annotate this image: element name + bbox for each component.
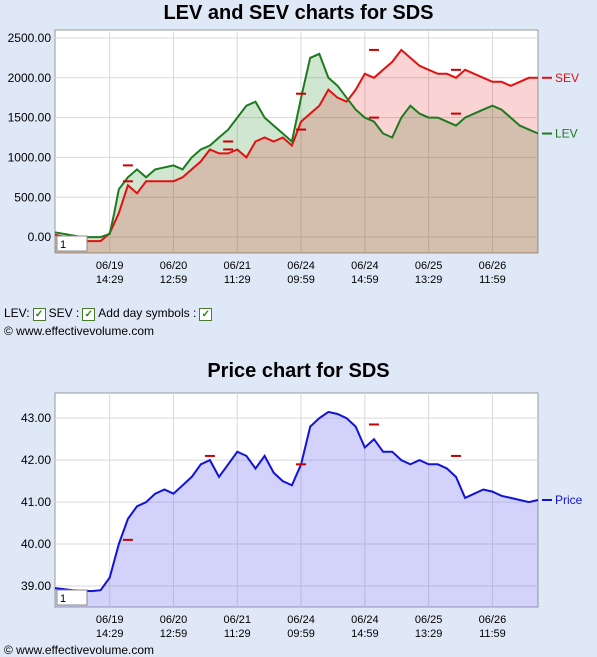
sev-checkbox[interactable]: ✓: [82, 307, 96, 321]
x-tick-date: 06/24: [287, 614, 315, 626]
x-tick-date: 06/20: [160, 614, 188, 626]
price-area: [55, 411, 538, 607]
x-tick-date: 06/21: [223, 614, 251, 626]
x-tick-time: 12:59: [160, 274, 188, 286]
x-tick-date: 06/24: [351, 614, 379, 626]
day-symbols-checkbox-label: Add day symbols :: [98, 306, 197, 320]
lev-line: [54, 52, 539, 239]
copyright-text-bottom: © www.effectivevolume.com: [4, 643, 155, 657]
range-input-box: [56, 589, 88, 606]
x-tick-time: 13:29: [415, 628, 443, 640]
y-tick-label: 41.00: [21, 495, 51, 509]
chart-controls: LEV: ✓ SEV : ✓ Add day symbols : ✓: [4, 306, 213, 321]
price-line: [54, 410, 539, 593]
x-tick-date: 06/25: [415, 614, 443, 626]
x-tick-time: 13:29: [415, 274, 443, 286]
lev-sev-chart: 2500.00 2000.00 1500.00 1000.00 500.00 0.00 06…: [8, 29, 579, 286]
sev-area: [55, 49, 538, 254]
y-tick-label: 1000.00: [8, 150, 52, 164]
x-tick-time: 09:59: [287, 628, 315, 640]
legend-label-lev: LEV: [555, 127, 578, 141]
y-tick-label: 40.00: [21, 537, 51, 551]
x-tick-time: 11:59: [479, 274, 506, 286]
x-tick-date: 06/21: [223, 260, 251, 272]
copyright-text: © www.effectivevolume.com: [4, 324, 155, 338]
lev-area: [55, 53, 538, 254]
y-tick-label: 39.00: [21, 579, 51, 593]
x-tick-time: 14:29: [96, 274, 124, 286]
lev-checkbox[interactable]: ✓: [32, 307, 46, 321]
x-tick-date: 06/26: [479, 614, 507, 626]
y-tick-label: 2500.00: [8, 31, 52, 45]
x-tick-time: 14:59: [351, 628, 379, 640]
legend-label-sev: SEV: [555, 71, 579, 85]
day-symbols-checkbox[interactable]: ✓: [199, 307, 213, 321]
x-tick-date: 06/24: [287, 260, 315, 272]
x-tick-time: 12:59: [160, 628, 188, 640]
x-tick-time: 14:59: [351, 274, 379, 286]
x-tick-date: 06/20: [160, 260, 188, 272]
legend-label-price: Price: [555, 493, 583, 507]
x-tick-date: 06/26: [479, 260, 507, 272]
range-input-value: 1: [60, 239, 66, 251]
x-tick-time: 11:29: [224, 274, 251, 286]
sev-checkbox-label: SEV :: [48, 306, 80, 320]
x-tick-time: 11:59: [479, 628, 506, 640]
x-tick-date: 06/25: [415, 260, 443, 272]
range-input-value: 1: [60, 593, 66, 605]
y-tick-label: 500.00: [14, 190, 51, 204]
lev-checkbox-label: LEV:: [4, 306, 30, 320]
y-tick-label: 43.00: [21, 411, 51, 425]
x-tick-date: 06/19: [96, 614, 124, 626]
y-tick-label: 1500.00: [8, 111, 52, 125]
x-tick-time: 14:29: [96, 628, 124, 640]
plot-area: [54, 29, 539, 254]
lev-sev-chart-title: LEV and SEV charts for SDS: [163, 2, 434, 24]
plot-area: [54, 392, 539, 608]
price-chart-title: Price chart for SDS: [207, 360, 390, 382]
x-tick-time: 11:29: [224, 628, 251, 640]
range-input-box: [56, 235, 88, 252]
sev-line: [54, 48, 538, 243]
y-tick-label: 42.00: [21, 453, 51, 467]
x-tick-date: 06/19: [96, 260, 124, 272]
y-tick-label: 2000.00: [8, 71, 52, 85]
x-tick-time: 09:59: [287, 274, 315, 286]
x-tick-date: 06/24: [351, 260, 379, 272]
y-tick-label: 0.00: [28, 230, 52, 244]
price-chart: 43.00 42.00 41.00 40.00 39.00 06/19 14:29 06/20…: [21, 392, 583, 640]
